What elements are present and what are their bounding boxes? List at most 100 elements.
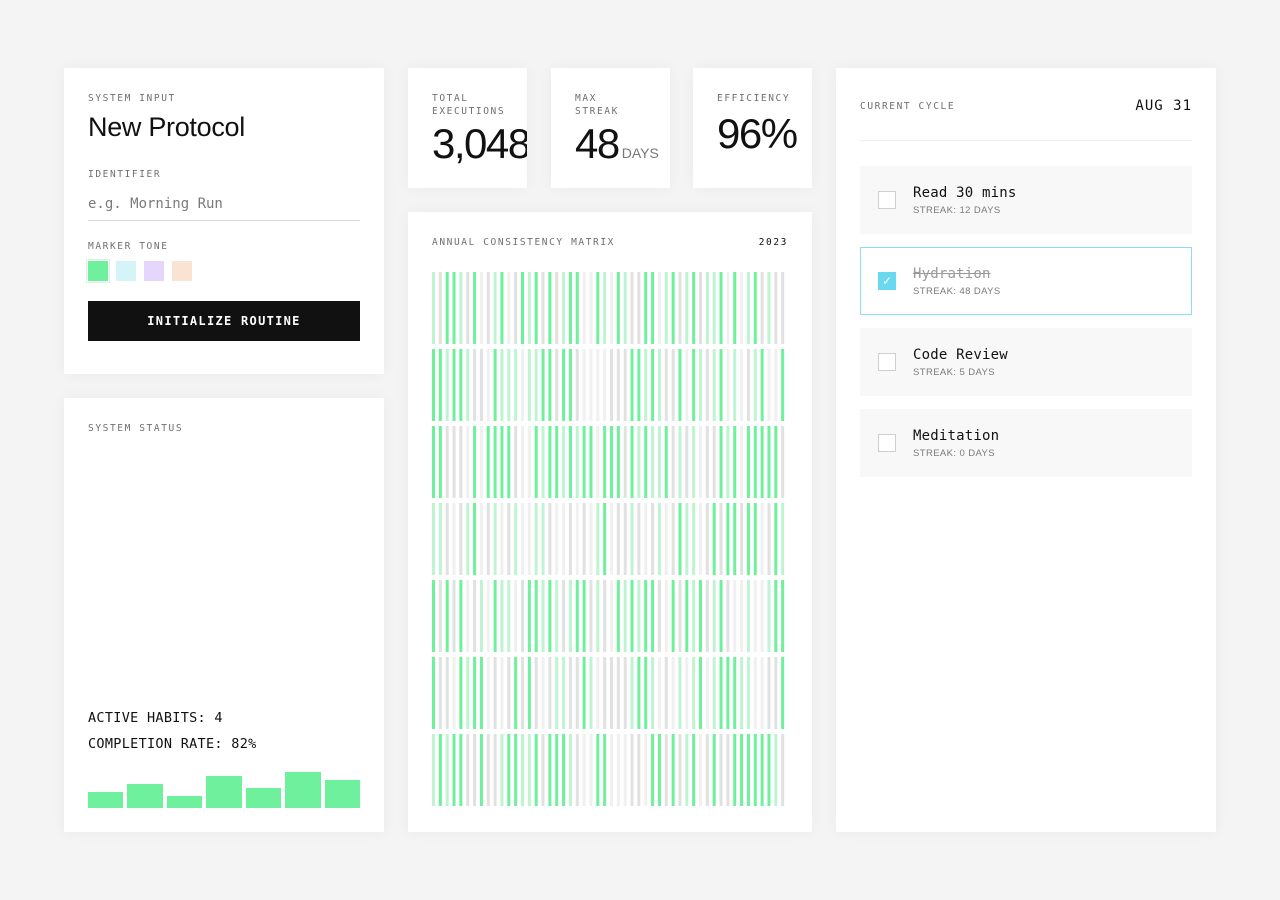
matrix-cell[interactable] — [527, 503, 531, 575]
matrix-cell[interactable] — [493, 272, 497, 344]
matrix-cell[interactable] — [507, 503, 511, 575]
matrix-cell[interactable] — [685, 426, 689, 498]
matrix-cell[interactable] — [644, 349, 648, 421]
habit-checkbox[interactable] — [878, 353, 896, 371]
matrix-cell[interactable] — [555, 503, 559, 575]
matrix-cell[interactable] — [507, 272, 511, 344]
matrix-cell[interactable] — [562, 503, 566, 575]
matrix-cell[interactable] — [459, 272, 463, 344]
matrix-cell[interactable] — [719, 734, 723, 806]
matrix-cell[interactable] — [521, 503, 524, 575]
matrix-cell[interactable] — [486, 734, 490, 806]
matrix-cell[interactable] — [582, 657, 586, 729]
matrix-cell[interactable] — [664, 580, 668, 652]
matrix-cell[interactable] — [623, 580, 627, 652]
matrix-cell[interactable] — [459, 349, 463, 421]
matrix-cell[interactable] — [582, 349, 586, 421]
habit-item[interactable]: ✓ Hydration STREAK: 48 DAYS — [860, 247, 1192, 315]
matrix-cell[interactable] — [692, 580, 696, 652]
tone-swatch-cyan[interactable] — [116, 261, 136, 281]
matrix-cell[interactable] — [657, 349, 661, 421]
matrix-cell[interactable] — [671, 272, 675, 344]
matrix-cell[interactable] — [541, 580, 545, 652]
matrix-cell[interactable] — [664, 426, 668, 498]
matrix-cell[interactable] — [740, 503, 744, 575]
matrix-cell[interactable] — [637, 349, 641, 421]
matrix-cell[interactable] — [733, 734, 737, 806]
matrix-cell[interactable] — [781, 426, 785, 498]
matrix-cell[interactable] — [603, 272, 607, 344]
matrix-cell[interactable] — [452, 349, 456, 421]
matrix-cell[interactable] — [568, 503, 572, 575]
matrix-cell[interactable] — [452, 426, 456, 498]
tone-swatch-lavender[interactable] — [144, 261, 164, 281]
matrix-cell[interactable] — [774, 580, 778, 652]
matrix-cell[interactable] — [651, 349, 655, 421]
matrix-cell[interactable] — [719, 272, 723, 344]
matrix-cell[interactable] — [651, 657, 655, 729]
matrix-cell[interactable] — [603, 657, 607, 729]
habit-checkbox[interactable]: ✓ — [878, 272, 896, 290]
matrix-cell[interactable] — [664, 734, 668, 806]
matrix-cell[interactable] — [555, 349, 559, 421]
matrix-cell[interactable] — [432, 349, 435, 421]
matrix-cell[interactable] — [603, 734, 607, 806]
matrix-cell[interactable] — [678, 734, 682, 806]
matrix-cell[interactable] — [500, 503, 504, 575]
matrix-cell[interactable] — [746, 426, 750, 498]
matrix-cell[interactable] — [514, 734, 518, 806]
matrix-cell[interactable] — [432, 426, 435, 498]
matrix-cell[interactable] — [521, 580, 524, 652]
matrix-cell[interactable] — [527, 426, 531, 498]
matrix-cell[interactable] — [746, 580, 750, 652]
matrix-cell[interactable] — [726, 503, 730, 575]
matrix-cell[interactable] — [486, 426, 490, 498]
matrix-cell[interactable] — [548, 503, 552, 575]
matrix-cell[interactable] — [623, 349, 627, 421]
habit-item[interactable]: Code Review STREAK: 5 DAYS — [860, 328, 1192, 396]
matrix-cell[interactable] — [432, 734, 435, 806]
matrix-cell[interactable] — [445, 272, 449, 344]
matrix-cell[interactable] — [479, 657, 483, 729]
habit-item[interactable]: Read 30 mins STREAK: 12 DAYS — [860, 166, 1192, 234]
matrix-cell[interactable] — [657, 426, 661, 498]
matrix-cell[interactable] — [630, 657, 634, 729]
matrix-cell[interactable] — [452, 503, 456, 575]
matrix-cell[interactable] — [740, 272, 744, 344]
matrix-cell[interactable] — [534, 580, 538, 652]
matrix-cell[interactable] — [610, 272, 613, 344]
matrix-cell[interactable] — [479, 734, 483, 806]
matrix-cell[interactable] — [555, 426, 559, 498]
matrix-cell[interactable] — [541, 349, 545, 421]
matrix-cell[interactable] — [534, 349, 538, 421]
matrix-cell[interactable] — [438, 272, 442, 344]
matrix-cell[interactable] — [746, 734, 750, 806]
matrix-cell[interactable] — [507, 426, 511, 498]
matrix-cell[interactable] — [637, 734, 641, 806]
matrix-cell[interactable] — [705, 272, 709, 344]
matrix-cell[interactable] — [479, 503, 483, 575]
matrix-cell[interactable] — [746, 503, 750, 575]
matrix-cell[interactable] — [521, 657, 524, 729]
matrix-cell[interactable] — [507, 657, 511, 729]
matrix-cell[interactable] — [459, 503, 463, 575]
matrix-cell[interactable] — [651, 580, 655, 652]
matrix-cell[interactable] — [534, 272, 538, 344]
matrix-cell[interactable] — [493, 349, 497, 421]
matrix-cell[interactable] — [596, 580, 600, 652]
matrix-cell[interactable] — [575, 580, 579, 652]
matrix-cell[interactable] — [781, 734, 785, 806]
matrix-cell[interactable] — [575, 426, 579, 498]
matrix-cell[interactable] — [466, 349, 470, 421]
matrix-cell[interactable] — [514, 580, 518, 652]
matrix-cell[interactable] — [753, 349, 757, 421]
matrix-cell[interactable] — [575, 657, 579, 729]
matrix-cell[interactable] — [555, 272, 559, 344]
matrix-cell[interactable] — [514, 349, 518, 421]
matrix-cell[interactable] — [589, 426, 593, 498]
matrix-cell[interactable] — [753, 580, 757, 652]
matrix-cell[interactable] — [534, 503, 538, 575]
matrix-cell[interactable] — [548, 657, 552, 729]
matrix-cell[interactable] — [568, 426, 572, 498]
matrix-cell[interactable] — [760, 272, 764, 344]
